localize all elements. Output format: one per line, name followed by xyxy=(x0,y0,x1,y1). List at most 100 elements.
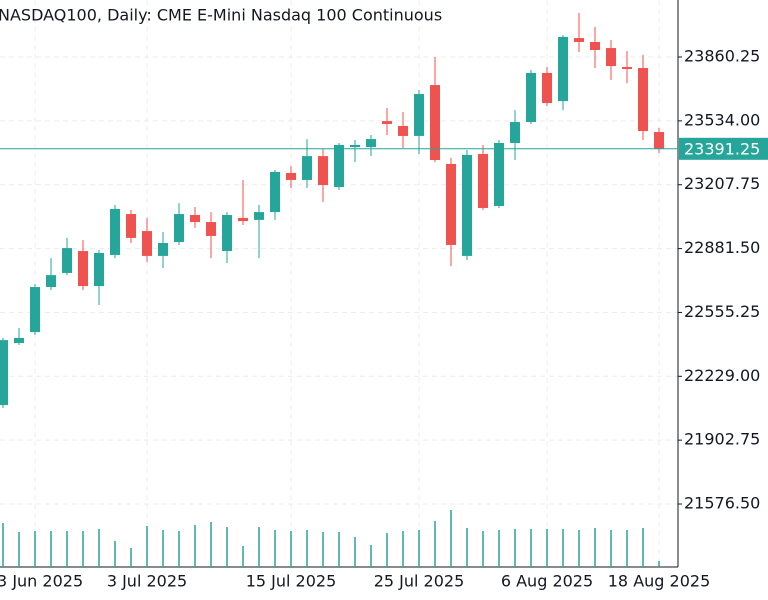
volume-bar xyxy=(514,529,516,567)
volume-bar xyxy=(658,561,660,567)
volume-bar xyxy=(610,530,612,567)
candle-body xyxy=(622,67,632,69)
volume-bar xyxy=(306,530,308,567)
candle-body xyxy=(286,172,296,180)
volume-bar xyxy=(482,531,484,567)
y-tick-label: 22229.00 xyxy=(684,366,760,385)
candle-body xyxy=(398,125,408,136)
y-tick-label: 21576.50 xyxy=(684,494,760,513)
volume-bar xyxy=(290,531,292,567)
volume-bar xyxy=(562,529,564,567)
candle-body xyxy=(0,340,8,406)
volume-bar xyxy=(466,528,468,567)
volume-bar xyxy=(258,527,260,567)
candle-body xyxy=(158,243,168,256)
candle-body xyxy=(270,171,280,213)
candle-body xyxy=(654,132,664,149)
candle-body xyxy=(574,38,584,42)
y-tick-label: 22881.50 xyxy=(684,238,760,257)
candle-body xyxy=(142,231,152,256)
volume-bar xyxy=(162,530,164,567)
x-tick-label: 15 Jul 2025 xyxy=(246,572,337,591)
volume-bar xyxy=(402,531,404,567)
candle-body xyxy=(126,214,136,238)
volume-bar xyxy=(98,529,100,567)
volume-bar xyxy=(242,546,244,567)
candle-body xyxy=(30,287,40,333)
volume-bar xyxy=(114,541,116,567)
candle-body xyxy=(254,212,264,220)
y-tick-label: 22555.25 xyxy=(684,302,760,321)
candle-body xyxy=(318,156,328,186)
volume-bar xyxy=(642,528,644,567)
x-tick-label: 6 Aug 2025 xyxy=(501,572,593,591)
chart-title: NASDAQ100, Daily: CME E-Mini Nasdaq 100 … xyxy=(0,6,442,25)
candle-body xyxy=(638,68,648,132)
volume-bar xyxy=(450,510,452,567)
volume-bar xyxy=(146,526,148,567)
candle-body xyxy=(334,144,344,188)
x-tick-label: 25 Jul 2025 xyxy=(374,572,465,591)
volume-bar xyxy=(578,530,580,567)
volume-bar xyxy=(66,531,68,567)
volume-bar xyxy=(226,527,228,567)
volume-bar xyxy=(2,523,4,567)
candle-body xyxy=(14,337,24,344)
candle-body xyxy=(430,85,440,161)
candle-body xyxy=(494,142,504,207)
x-tick-label: 3 Jul 2025 xyxy=(107,572,187,591)
volume-bar xyxy=(274,530,276,567)
candle-body xyxy=(350,144,360,148)
candle-body xyxy=(382,121,392,124)
volume-bar xyxy=(178,531,180,567)
volume-bar xyxy=(322,532,324,567)
candle-body xyxy=(590,41,600,51)
volume-bar xyxy=(82,531,84,567)
volume-bar xyxy=(18,532,20,567)
candle-body xyxy=(46,275,56,288)
candle-body xyxy=(526,72,536,123)
candle-body xyxy=(366,139,376,148)
candle-body xyxy=(446,163,456,245)
volume-bar xyxy=(594,528,596,567)
candle-body xyxy=(78,251,88,287)
last-price-box xyxy=(679,137,768,160)
volume-bar xyxy=(34,531,36,567)
candle-body xyxy=(110,208,120,255)
volume-bar xyxy=(626,530,628,567)
volume-bar xyxy=(130,548,132,567)
candle-body xyxy=(606,48,616,67)
y-tick-label: 21902.75 xyxy=(684,430,760,449)
candle-body xyxy=(558,36,568,102)
x-tick-label: 23 Jun 2025 xyxy=(0,572,83,591)
candle-body xyxy=(174,214,184,243)
candle-body xyxy=(462,154,472,256)
candle-body xyxy=(510,122,520,143)
candle-body xyxy=(414,94,424,136)
volume-bar xyxy=(498,530,500,567)
volume-bar xyxy=(546,529,548,567)
volume-bar xyxy=(338,532,340,567)
candle-body xyxy=(206,222,216,236)
y-tick-label: 23860.25 xyxy=(684,47,760,66)
volume-bar xyxy=(210,522,212,567)
volume-bar xyxy=(530,529,532,567)
candle-body xyxy=(478,153,488,208)
last-price-label: 23391.25 xyxy=(684,139,760,158)
candle-body xyxy=(542,72,552,104)
candle-body xyxy=(222,215,232,252)
candle-body xyxy=(190,215,200,223)
candle-body xyxy=(238,217,248,222)
volume-bar xyxy=(50,531,52,567)
x-tick-label: 18 Aug 2025 xyxy=(608,572,711,591)
volume-bar xyxy=(194,525,196,567)
volume-bar xyxy=(354,537,356,567)
candle-body xyxy=(302,156,312,180)
y-tick-label: 23534.00 xyxy=(684,110,760,129)
volume-bar xyxy=(386,533,388,567)
volume-bar xyxy=(418,530,420,567)
volume-bar xyxy=(370,545,372,567)
volume-bar xyxy=(434,521,436,567)
candle-body xyxy=(94,252,104,287)
